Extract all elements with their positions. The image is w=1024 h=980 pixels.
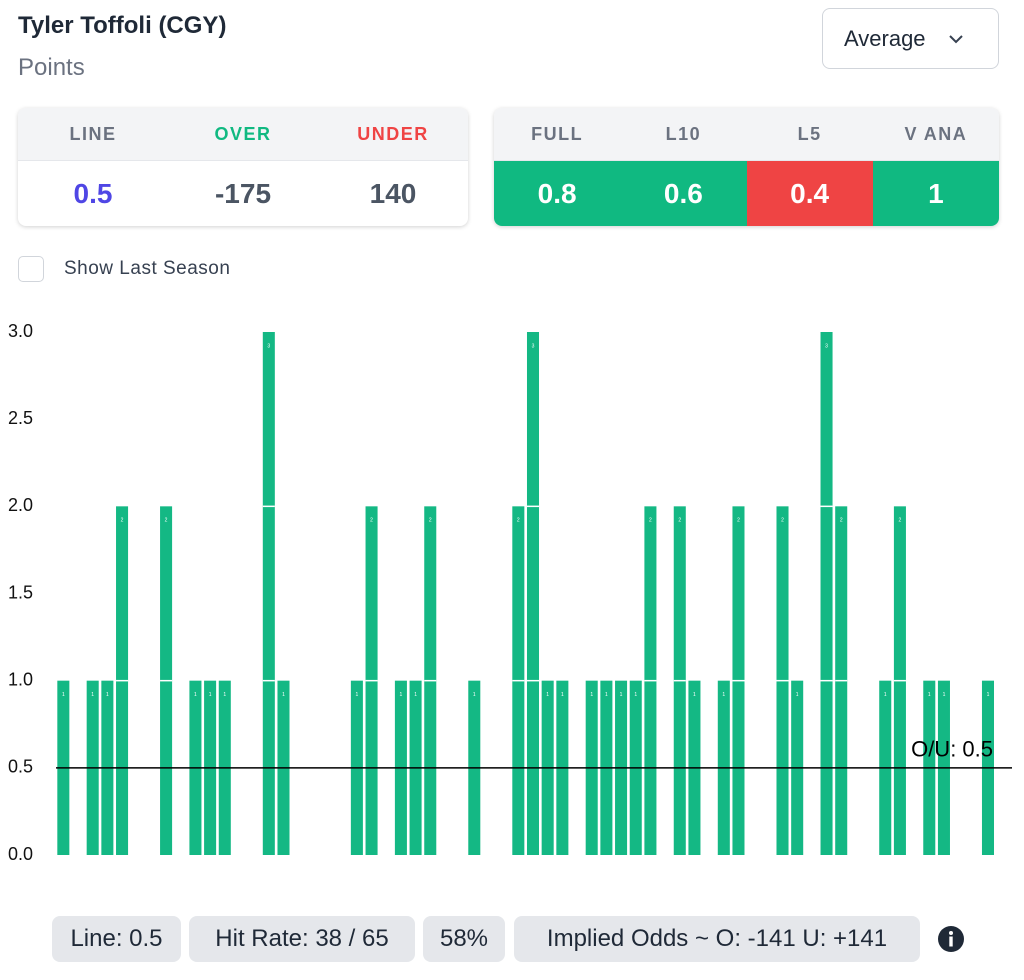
- bar-value-label: 1: [546, 692, 549, 698]
- dropdown-value: Average: [844, 25, 926, 51]
- bar-value-label: 1: [473, 692, 476, 698]
- chip: Hit Rate: 38 / 65: [189, 916, 415, 962]
- averages-table: FULL L10 L5 V ANA 0.8 0.6 0.4 1: [494, 108, 999, 226]
- bar-value-label: 1: [796, 692, 799, 698]
- dropdown[interactable]: Average: [822, 8, 999, 69]
- bar-value-label: 2: [517, 518, 520, 524]
- bar-value-label: 2: [781, 518, 784, 524]
- chart: 0.0 0.5 1.0 1.5 2.0 2.5 3.0 1 1 1 2 2 1 1 1 3 1 1 2 1 1 2 1 2 3 1…: [8, 321, 1012, 864]
- header-cell: LINE: [69, 123, 117, 144]
- bar-value-label: 1: [400, 692, 403, 698]
- bar-value-label: 1: [91, 692, 94, 698]
- bar-value-label: 1: [722, 692, 725, 698]
- y-tick-label: 1.0: [8, 669, 33, 689]
- header-cell: UNDER: [357, 123, 429, 144]
- bar-value-label: 1: [62, 692, 65, 698]
- bar-value-label: 2: [649, 518, 652, 524]
- bar-value-label: 1: [987, 692, 990, 698]
- bar-value-label: 2: [165, 518, 168, 524]
- value-cell: 140: [369, 177, 417, 209]
- chip: Line: 0.5: [52, 916, 181, 962]
- bar-value-label: 2: [370, 518, 373, 524]
- header-cell: OVER: [214, 123, 272, 144]
- header-cell: V ANA: [904, 123, 968, 144]
- title: Tyler Toffoli (CGY): [18, 12, 227, 39]
- bar-value-label: 3: [267, 343, 270, 349]
- value-cell: 0.6: [620, 161, 747, 226]
- bar-value-label: 1: [194, 692, 197, 698]
- bar-value-label: 3: [825, 343, 828, 349]
- value-cell: 0.5: [73, 177, 113, 209]
- bar-value-label: 1: [590, 692, 593, 698]
- value-cell: 0.8: [494, 161, 621, 226]
- header-cell: L5: [797, 123, 822, 144]
- bar-value-label: 2: [678, 518, 681, 524]
- checkbox[interactable]: Show Last Season: [18, 256, 230, 282]
- y-tick-label: 3.0: [8, 321, 33, 341]
- bar-value-label: 2: [429, 518, 432, 524]
- y-tick-label: 2.0: [8, 495, 33, 515]
- odds-table: LINE OVER UNDER 0.5 -175 140: [18, 108, 468, 226]
- y-tick-label: 0.5: [8, 757, 33, 777]
- info-icon[interactable]: [936, 924, 966, 954]
- bar-value-label: 1: [223, 692, 226, 698]
- bar-value-label: 2: [737, 518, 740, 524]
- checkbox-box[interactable]: [18, 256, 44, 282]
- value-cell: -175: [214, 177, 272, 209]
- bar-value-label: 1: [209, 692, 212, 698]
- checkbox-label: Show Last Season: [64, 258, 231, 279]
- bar-value-label: 2: [121, 518, 124, 524]
- bar: [820, 332, 833, 855]
- chip: 58%: [423, 916, 505, 962]
- bar-value-label: 1: [414, 692, 417, 698]
- bar: [526, 332, 540, 855]
- bar-value-label: 1: [928, 692, 931, 698]
- subtitle: Points: [18, 54, 85, 81]
- bar-value-label: 1: [943, 692, 946, 698]
- header-cell: L10: [665, 123, 702, 144]
- chevron: [948, 34, 963, 43]
- bar-value-label: 1: [693, 692, 696, 698]
- bar-value-label: 1: [106, 692, 109, 698]
- value-cell: 0.4: [746, 161, 873, 226]
- y-tick-label: 1.5: [8, 582, 33, 602]
- bar-value-label: 1: [355, 692, 358, 698]
- bar-value-label: 1: [282, 692, 285, 698]
- reference-label: O/U: 0.5: [911, 737, 993, 762]
- y-tick-label: 0.0: [8, 844, 33, 864]
- bar-value-label: 1: [634, 692, 637, 698]
- bar-value-label: 1: [620, 692, 623, 698]
- header-cell: FULL: [531, 123, 584, 144]
- bar-value-label: 1: [561, 692, 564, 698]
- bar: [262, 332, 275, 855]
- value-cell: 1: [872, 161, 999, 226]
- bar-value-label: 2: [840, 518, 843, 524]
- bar-value-label: 2: [899, 518, 902, 524]
- bar-value-label: 1: [605, 692, 608, 698]
- chip: Implied Odds ~ O: -141 U: +141: [514, 916, 920, 962]
- bar-value-label: 1: [884, 692, 887, 698]
- bar-value-label: 3: [532, 343, 535, 349]
- y-tick-label: 2.5: [8, 408, 33, 428]
